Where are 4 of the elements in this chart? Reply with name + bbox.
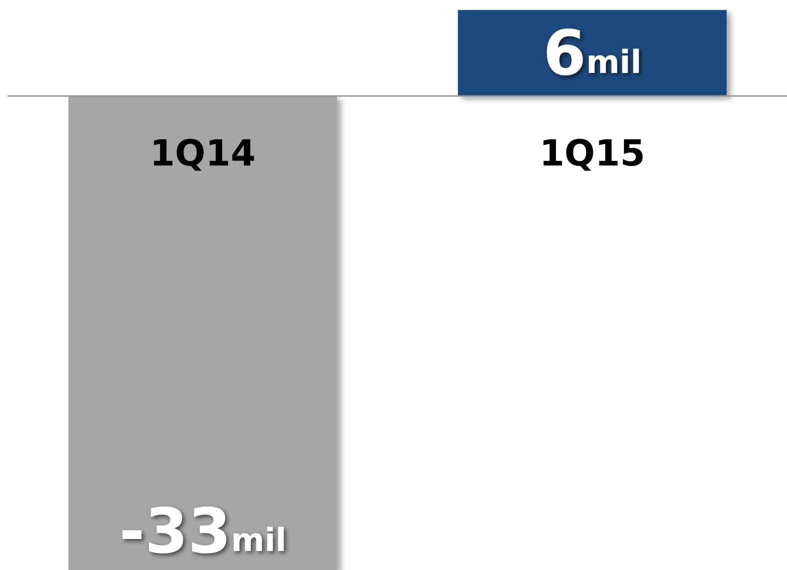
data-label: 6mil <box>543 16 642 90</box>
x-tick-label: 1Q15 <box>539 134 646 175</box>
data-label: -33mil <box>119 494 286 568</box>
x-tick-label: 1Q14 <box>150 134 256 175</box>
